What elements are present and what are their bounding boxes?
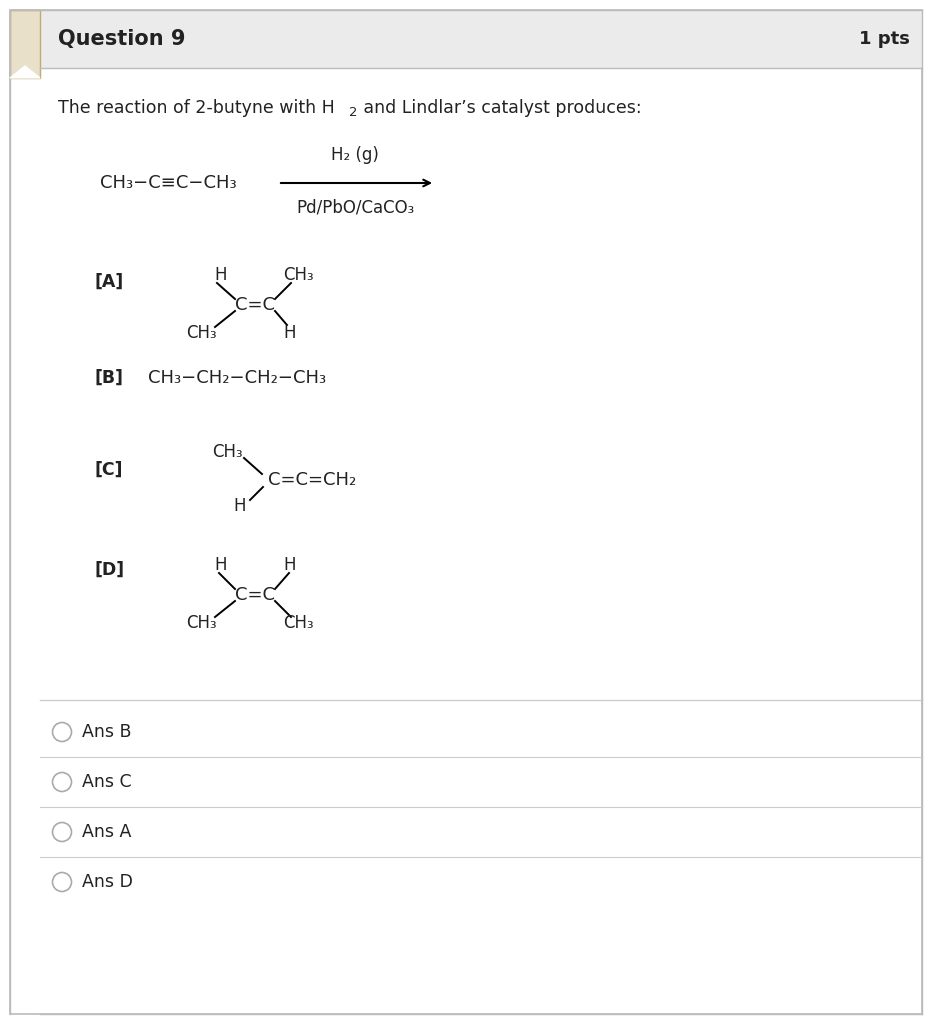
Text: C=C=CH₂: C=C=CH₂: [268, 471, 356, 489]
Text: Question 9: Question 9: [58, 29, 185, 49]
Text: CH₃−C≡C−CH₃: CH₃−C≡C−CH₃: [100, 174, 237, 193]
Text: Ans C: Ans C: [82, 773, 131, 791]
Text: H: H: [283, 556, 295, 574]
Text: Ans D: Ans D: [82, 873, 133, 891]
Text: CH₃: CH₃: [283, 266, 314, 284]
Text: Ans A: Ans A: [82, 823, 131, 841]
FancyBboxPatch shape: [40, 10, 922, 68]
Text: CH₃: CH₃: [283, 614, 314, 632]
Text: 2: 2: [349, 105, 358, 119]
Text: CH₃−CH₂−CH₂−CH₃: CH₃−CH₂−CH₂−CH₃: [148, 369, 326, 387]
Text: 1 pts: 1 pts: [859, 30, 910, 48]
FancyBboxPatch shape: [10, 10, 922, 1014]
Text: H: H: [234, 497, 246, 515]
Text: H: H: [214, 266, 227, 284]
Text: C=C: C=C: [235, 586, 275, 604]
Text: H: H: [283, 324, 295, 342]
Text: [A]: [A]: [95, 273, 124, 291]
Polygon shape: [10, 66, 40, 78]
FancyBboxPatch shape: [10, 10, 40, 78]
Text: [C]: [C]: [95, 461, 124, 479]
Text: [B]: [B]: [95, 369, 124, 387]
Text: CH₃: CH₃: [212, 443, 243, 461]
Text: CH₃: CH₃: [186, 614, 217, 632]
Text: CH₃: CH₃: [186, 324, 217, 342]
Text: and Lindlar’s catalyst produces:: and Lindlar’s catalyst produces:: [358, 99, 641, 117]
Text: H: H: [214, 556, 227, 574]
Text: Pd/PbO/CaCO₃: Pd/PbO/CaCO₃: [295, 198, 414, 216]
Text: The reaction of 2-butyne with H: The reaction of 2-butyne with H: [58, 99, 335, 117]
Text: C=C: C=C: [235, 296, 275, 314]
Text: Ans B: Ans B: [82, 723, 131, 741]
Text: [D]: [D]: [95, 561, 125, 579]
Text: H₂ (g): H₂ (g): [331, 146, 379, 164]
